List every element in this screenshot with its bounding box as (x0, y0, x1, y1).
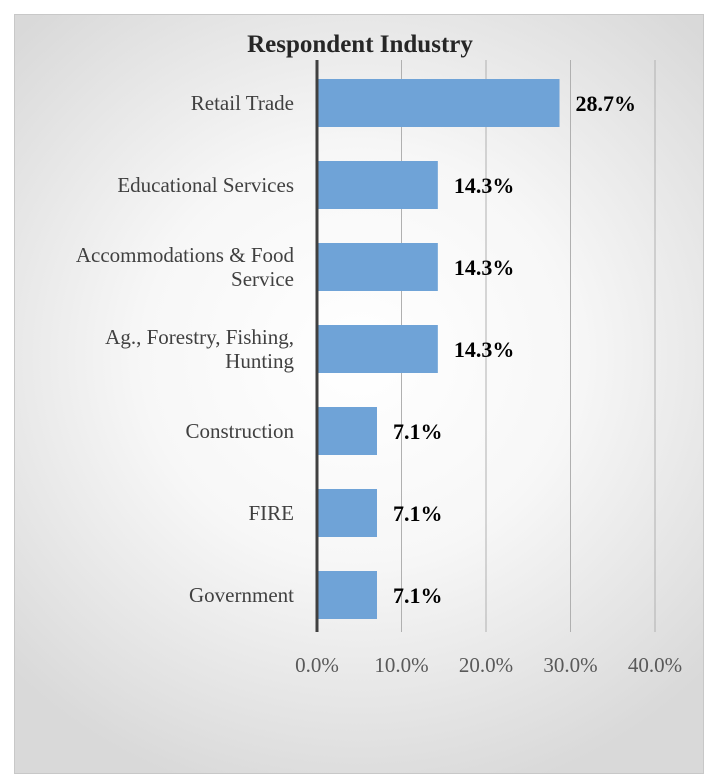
x-tick-label: 30.0% (543, 653, 597, 677)
x-tick-label: 0.0% (295, 653, 339, 677)
data-label: 14.3% (454, 173, 514, 198)
category-label: FIRE (248, 501, 294, 525)
category-label: Hunting (225, 349, 294, 373)
category-label: Construction (186, 419, 295, 443)
x-tick-label: 40.0% (628, 653, 682, 677)
data-label: 7.1% (393, 583, 443, 608)
category-label: Educational Services (117, 173, 294, 197)
bar-0 (317, 79, 560, 127)
data-label: 7.1% (393, 501, 443, 526)
chart-frame (14, 14, 704, 774)
bar-6 (317, 571, 377, 619)
bar-3 (317, 325, 438, 373)
x-tick-label: 20.0% (459, 653, 513, 677)
data-label: 7.1% (393, 419, 443, 444)
bar-2 (317, 243, 438, 291)
bar-4 (317, 407, 377, 455)
category-label: Service (231, 267, 294, 291)
category-label: Ag., Forestry, Fishing, (105, 325, 294, 349)
category-label: Retail Trade (191, 91, 294, 115)
data-label: 14.3% (454, 255, 514, 280)
bar-1 (317, 161, 438, 209)
data-label: 28.7% (576, 91, 637, 116)
category-label: Government (189, 583, 294, 607)
chart-title: Respondent Industry (247, 31, 473, 58)
x-tick-label: 10.0% (374, 653, 428, 677)
bar-5 (317, 489, 377, 537)
data-label: 14.3% (454, 337, 514, 362)
category-label: Accommodations & Food (76, 243, 295, 267)
